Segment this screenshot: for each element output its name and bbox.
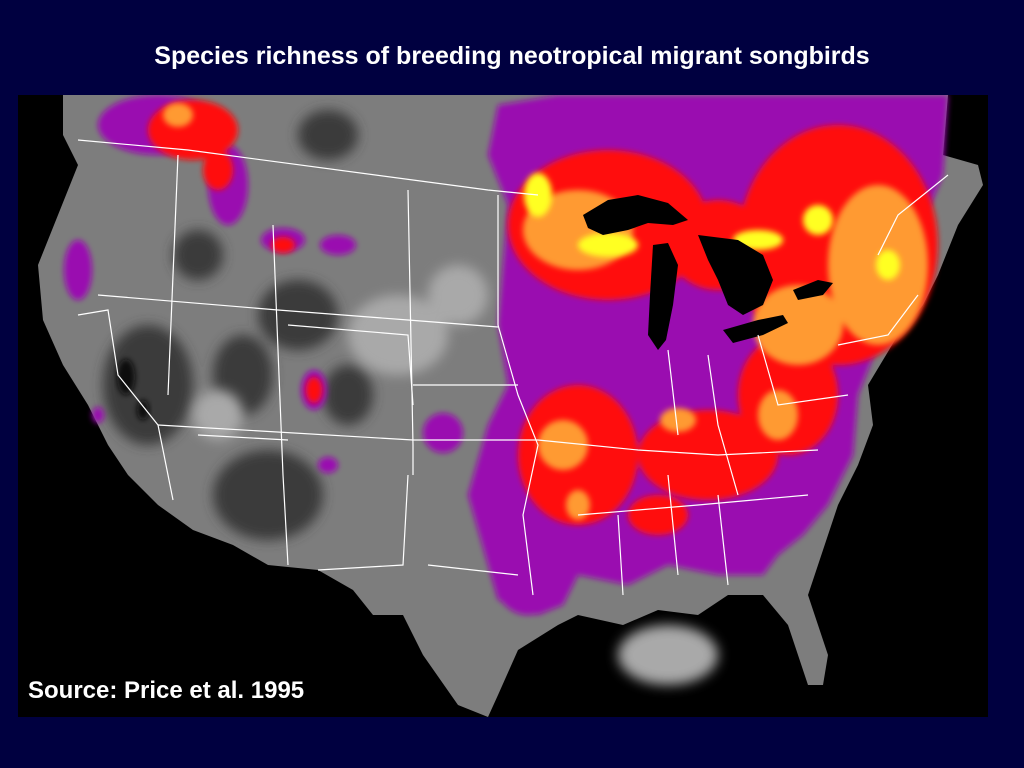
lake-superior bbox=[583, 195, 688, 235]
map-svg bbox=[38, 95, 983, 717]
richness-map: Source: Price et al. 1995 bbox=[18, 95, 988, 717]
very-low-patches bbox=[117, 359, 149, 420]
slide-title: Species richness of breeding neotropical… bbox=[154, 42, 870, 70]
source-citation: Source: Price et al. 1995 bbox=[28, 677, 305, 704]
lake-erie bbox=[723, 315, 788, 343]
great-lakes bbox=[583, 195, 833, 350]
state-borders bbox=[77, 139, 949, 596]
lake-huron bbox=[698, 235, 773, 315]
lake-ontario bbox=[793, 280, 833, 300]
lake-michigan bbox=[648, 243, 678, 350]
richness-yellow bbox=[524, 173, 900, 280]
